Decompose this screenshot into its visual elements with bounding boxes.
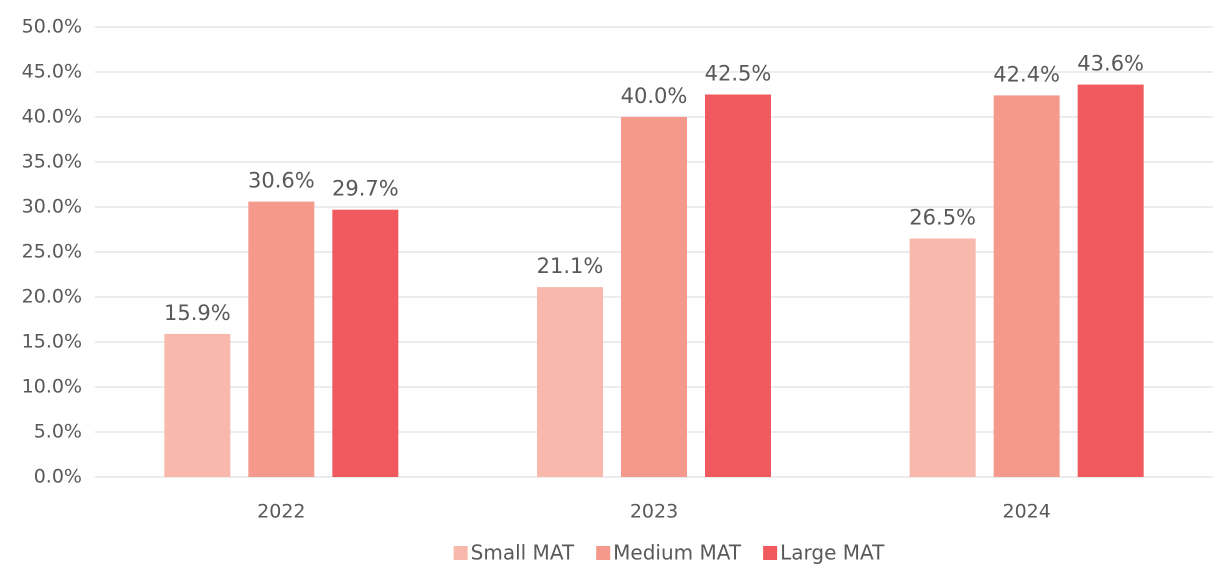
value-label: 21.1% [537, 254, 604, 278]
value-label: 30.6% [248, 169, 315, 193]
legend-swatch [763, 546, 778, 560]
bar [621, 117, 687, 477]
value-label: 15.9% [164, 301, 231, 325]
y-tick-label: 10.0% [22, 376, 82, 398]
bar [993, 95, 1060, 478]
legend-label: Large MAT [780, 541, 885, 565]
y-tick-label: 50.0% [22, 16, 82, 38]
y-tick-label: 45.0% [22, 61, 82, 83]
value-label: 26.5% [909, 206, 976, 230]
value-label: 43.6% [1077, 52, 1144, 76]
y-tick-label: 0.0% [34, 466, 82, 488]
bar [248, 201, 315, 477]
bar [909, 238, 976, 477]
y-tick-label: 35.0% [22, 151, 82, 173]
value-label: 40.0% [621, 84, 688, 108]
bar [164, 333, 231, 477]
value-label: 42.5% [705, 62, 772, 86]
y-tick-label: 25.0% [22, 241, 82, 263]
legend-label: Medium MAT [613, 541, 742, 565]
bar [1077, 84, 1144, 477]
bar [537, 287, 603, 477]
y-tick-label: 40.0% [22, 106, 82, 128]
x-tick-label: 2024 [1002, 501, 1050, 523]
bar [705, 94, 771, 477]
legend-swatch [453, 546, 468, 560]
bar [332, 209, 399, 477]
x-tick-label: 2022 [257, 501, 305, 523]
y-tick-label: 20.0% [22, 286, 82, 308]
legend-swatch [596, 546, 611, 560]
value-label: 42.4% [993, 62, 1060, 86]
value-label: 29.7% [332, 177, 399, 201]
x-tick-label: 2023 [630, 501, 678, 523]
y-tick-label: 30.0% [22, 196, 82, 218]
y-tick-label: 5.0% [34, 421, 82, 443]
legend-label: Small MAT [471, 541, 575, 565]
y-tick-label: 15.0% [22, 331, 82, 353]
